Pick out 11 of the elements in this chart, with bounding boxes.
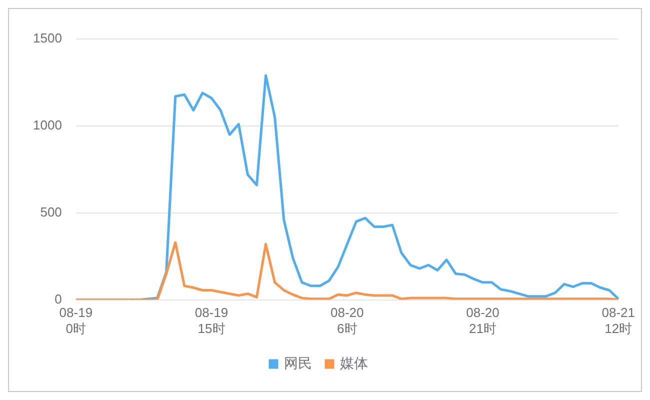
x-tick-label: 08-20 21时 <box>466 305 500 336</box>
y-tick-label: 500 <box>40 204 62 220</box>
x-tick-label: 08-19 15时 <box>194 305 228 336</box>
legend-label: 网民 <box>284 354 312 371</box>
x-tick-label: 08-20 6时 <box>330 305 364 336</box>
x-tick-label: 08-21 12时 <box>602 305 635 336</box>
legend-label: 媒体 <box>340 354 368 371</box>
y-tick-label: 0 <box>54 291 62 306</box>
x-tick-label: 08-19 0时 <box>59 305 93 336</box>
y-tick-label: 1000 <box>33 118 62 133</box>
y-tick-label: 1500 <box>33 30 62 46</box>
